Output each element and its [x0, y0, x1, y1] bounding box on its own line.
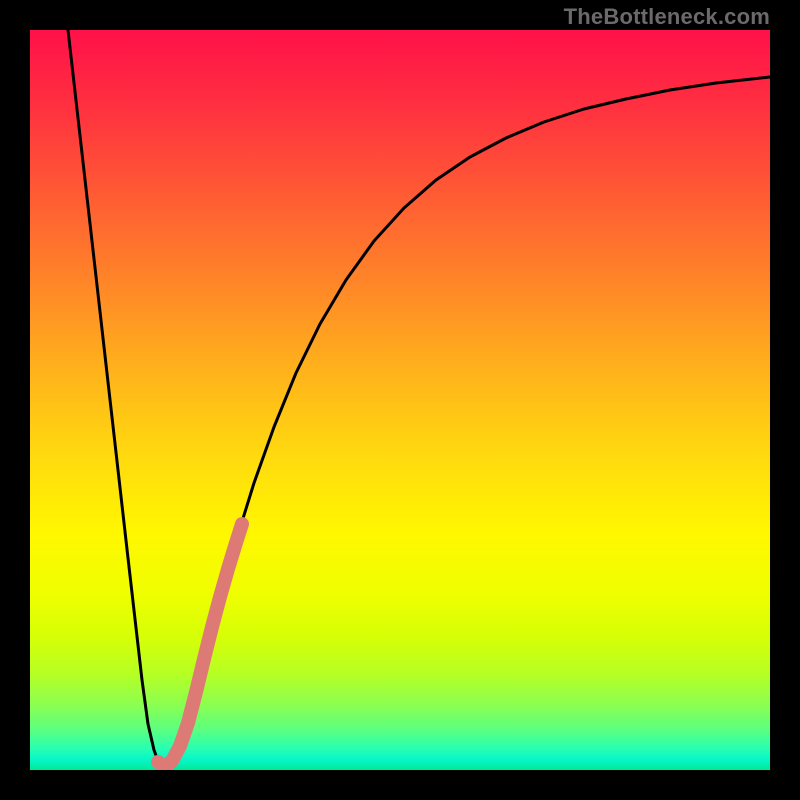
bottleneck-curve	[68, 30, 770, 767]
watermark-text: TheBottleneck.com	[564, 4, 770, 30]
chart-frame: TheBottleneck.com	[0, 0, 800, 800]
plot-area	[30, 30, 770, 770]
highlight-segment	[158, 524, 242, 767]
curves-layer	[30, 30, 770, 770]
